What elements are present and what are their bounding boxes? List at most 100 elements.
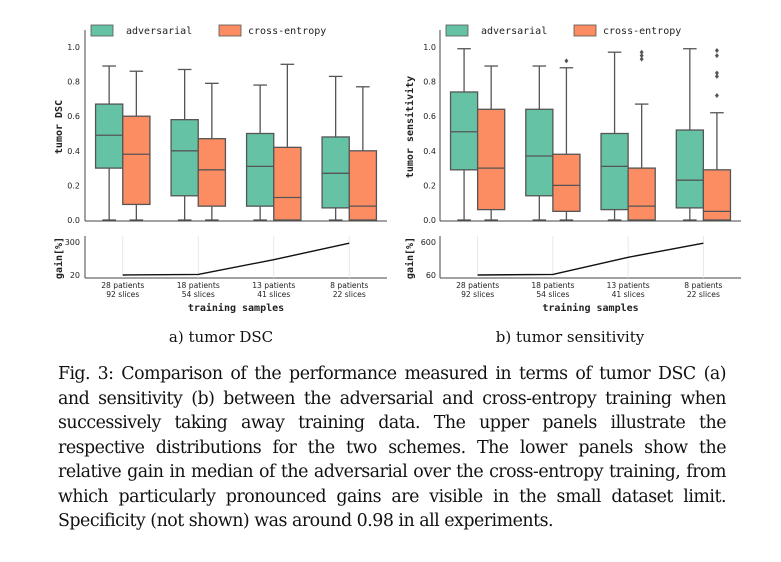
figure: 0.0 0.2 0.4 0.6 0.8 1.0 tumor DSC adversarial cr… bbox=[53, 24, 741, 345]
y-tick-label: 0.2 bbox=[67, 181, 80, 190]
x-tick-label: 41 slices bbox=[257, 290, 290, 299]
x-tick-label: 54 slices bbox=[182, 290, 215, 299]
x-tick-label: 54 slices bbox=[536, 290, 569, 299]
box-cross-entropy bbox=[122, 70, 151, 221]
x-tick-label: 92 slices bbox=[106, 290, 139, 299]
x-tick-label: 41 slices bbox=[612, 290, 645, 299]
box-iqr bbox=[552, 153, 581, 212]
flier-point bbox=[714, 92, 719, 98]
box-iqr bbox=[476, 108, 506, 211]
caption-text: Comparison of the performance measured i… bbox=[58, 364, 727, 531]
box-adversarial bbox=[600, 51, 629, 221]
box-cross-entropy bbox=[273, 63, 302, 221]
y-tick-label: 0.6 bbox=[67, 112, 80, 121]
x-tick-label: 28 patients bbox=[101, 281, 144, 290]
flier-point bbox=[714, 47, 719, 53]
box-iqr bbox=[627, 167, 656, 221]
box-iqr bbox=[122, 115, 151, 206]
box-cross-entropy bbox=[627, 49, 656, 221]
gain-y-tick-label: 20 bbox=[70, 271, 80, 280]
subfigure-caption: b) tumor sensitivity bbox=[496, 328, 645, 345]
y-tick-label: 0.4 bbox=[423, 147, 436, 156]
box-iqr bbox=[675, 129, 705, 209]
box-iqr bbox=[702, 169, 732, 221]
figure-caption: Fig. 3: Comparison of the performance me… bbox=[58, 362, 727, 534]
legend: adversarial cross-entropy bbox=[90, 24, 326, 37]
box-cross-entropy bbox=[197, 82, 227, 221]
box-adversarial bbox=[525, 65, 554, 221]
x-tick-label: 13 patients bbox=[252, 281, 295, 290]
box-iqr bbox=[348, 150, 378, 221]
legend-label-adversarial: adversarial bbox=[481, 26, 547, 37]
gain-y-axis-label: gain[%] bbox=[53, 237, 65, 279]
flier-point bbox=[714, 53, 719, 59]
legend-label-adversarial: adversarial bbox=[126, 26, 192, 37]
y-tick-label: 0.4 bbox=[67, 147, 80, 156]
x-axis-label: training samples bbox=[542, 302, 638, 314]
box-adversarial bbox=[321, 75, 350, 221]
y-axis-label: tumor DSC bbox=[54, 100, 65, 154]
y-tick-label: 1.0 bbox=[67, 43, 80, 52]
y-tick-label: 0.8 bbox=[67, 78, 80, 87]
box-adversarial bbox=[170, 68, 199, 221]
x-tick-label: 18 patients bbox=[531, 281, 574, 290]
flier-point bbox=[639, 49, 644, 55]
flier-point bbox=[639, 56, 644, 62]
gain-y-tick-label: 300 bbox=[65, 238, 80, 247]
y-tick-label: 0.2 bbox=[423, 181, 436, 190]
panel-a: 0.0 0.2 0.4 0.6 0.8 1.0 tumor DSC adversarial cr… bbox=[53, 24, 387, 345]
y-tick-label: 0.8 bbox=[423, 78, 436, 87]
box-adversarial bbox=[449, 48, 479, 221]
box-cross-entropy bbox=[348, 86, 378, 221]
gain-line bbox=[477, 242, 704, 276]
box-iqr bbox=[170, 119, 199, 197]
box-iqr bbox=[94, 103, 124, 169]
flier-point bbox=[639, 53, 644, 59]
box-iqr bbox=[449, 91, 479, 171]
box-iqr bbox=[600, 132, 629, 211]
flier-point bbox=[714, 73, 719, 79]
box-cross-entropy bbox=[476, 65, 506, 221]
caption-label: Fig. 3: bbox=[58, 364, 114, 384]
x-tick-label: 22 slices bbox=[687, 290, 720, 299]
legend: adversarial cross-entropy bbox=[445, 24, 681, 37]
box-cross-entropy bbox=[552, 58, 581, 221]
flier-point bbox=[714, 70, 719, 76]
y-tick-label: 0.0 bbox=[67, 216, 80, 225]
box-iqr bbox=[245, 132, 275, 207]
y-axis-label: tumor sensitivity bbox=[404, 76, 416, 178]
flier-point bbox=[564, 58, 569, 64]
legend-swatch-adversarial bbox=[90, 24, 114, 37]
legend-label-cross-entropy: cross-entropy bbox=[248, 26, 326, 37]
x-axis-label: training samples bbox=[188, 302, 284, 314]
box-adversarial bbox=[675, 48, 705, 221]
box-adversarial bbox=[245, 84, 275, 221]
x-tick-label: 28 patients bbox=[456, 281, 499, 290]
x-tick-label: 18 patients bbox=[177, 281, 220, 290]
box-iqr bbox=[197, 138, 227, 207]
gain-y-tick-label: 60 bbox=[426, 271, 436, 280]
y-tick-label: 0.6 bbox=[423, 112, 436, 121]
x-tick-label: 8 patients bbox=[330, 281, 368, 290]
x-tick-label: 22 slices bbox=[333, 290, 366, 299]
x-tick-label: 92 slices bbox=[461, 290, 494, 299]
box-cross-entropy bbox=[702, 47, 732, 221]
box-iqr bbox=[273, 146, 302, 221]
subfigure-caption: a) tumor DSC bbox=[169, 328, 273, 345]
box-iqr bbox=[321, 136, 350, 209]
panel-b: 0.0 0.2 0.4 0.6 0.8 1.0 tumor sensitivity adver… bbox=[404, 24, 741, 345]
legend-swatch-adversarial bbox=[445, 24, 469, 37]
y-tick-label: 1.0 bbox=[423, 43, 436, 52]
gain-y-axis-label: gain[%] bbox=[404, 237, 416, 279]
legend-swatch-cross-entropy bbox=[218, 24, 242, 37]
box-iqr bbox=[525, 108, 554, 197]
x-tick-label: 8 patients bbox=[684, 281, 722, 290]
legend-label-cross-entropy: cross-entropy bbox=[603, 26, 681, 37]
x-tick-label: 13 patients bbox=[607, 281, 650, 290]
gain-y-tick-label: 600 bbox=[421, 238, 436, 247]
y-tick-label: 0.0 bbox=[423, 216, 436, 225]
gain-line bbox=[122, 242, 350, 276]
legend-swatch-cross-entropy bbox=[573, 24, 597, 37]
